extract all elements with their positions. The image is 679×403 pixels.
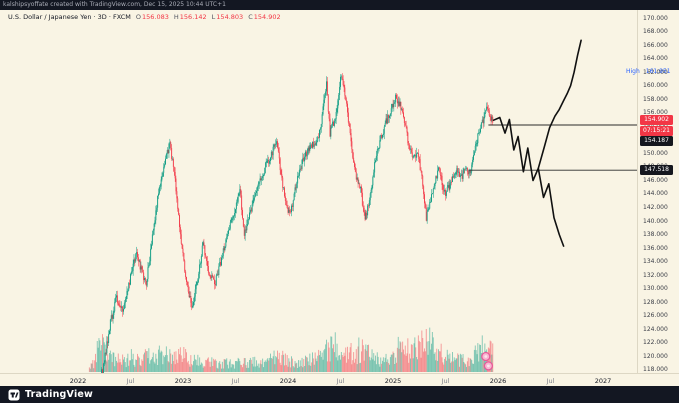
y-axis-label: 160.000 xyxy=(643,82,668,90)
y-axis-label: 158.000 xyxy=(643,95,668,103)
x-axis-label: 2022 xyxy=(69,377,87,385)
y-axis-label: 134.000 xyxy=(643,258,668,266)
tradingview-footer-bar: TradingView xyxy=(0,386,679,403)
time-axis[interactable]: 2022 Jul 2023 Jul 2024 Jul 2025 Jul 2026 Jul 2027 xyxy=(0,373,679,386)
symbol-legend[interactable]: U.S. Dollar / Japanese Yen · 3D · FXCM O… xyxy=(8,13,281,21)
y-axis-label: 150.000 xyxy=(643,149,668,157)
y-axis-label: 128.000 xyxy=(643,298,668,306)
sticker-icon[interactable] xyxy=(481,351,494,371)
x-axis-label: Jul xyxy=(231,377,240,385)
ohlc-high: H 156.142 xyxy=(173,13,207,21)
volume-bars xyxy=(88,327,494,372)
y-axis-label: 140.000 xyxy=(643,217,668,225)
price-level-lines[interactable] xyxy=(468,124,637,171)
y-axis-label: 124.000 xyxy=(643,325,668,333)
bar-countdown-badge: 07:15:21 xyxy=(640,125,673,136)
level-upper-badge: 154.187 xyxy=(640,136,673,147)
projection-drawing[interactable] xyxy=(492,39,582,247)
x-axis-label: Jul xyxy=(126,377,135,385)
y-axis-label: 118.000 xyxy=(643,366,668,374)
last-price-badge: 154.902 xyxy=(640,115,673,126)
ohlc-low: L 154.803 xyxy=(211,13,244,21)
tradingview-wordmark[interactable]: TradingView xyxy=(25,389,94,400)
x-axis-label: Jul xyxy=(441,377,450,385)
y-axis-label: 146.000 xyxy=(643,176,668,184)
high-label: High xyxy=(626,68,640,75)
high-value: 161.951 xyxy=(645,68,671,75)
attribution-text: kalshipsyoffate created with TradingView… xyxy=(3,1,226,8)
symbol-title: U.S. Dollar / Japanese Yen · 3D · FXCM xyxy=(8,13,131,21)
x-axis-label: 2024 xyxy=(279,377,297,385)
y-axis-label: 132.000 xyxy=(643,271,668,279)
level-lower-badge: 147.518 xyxy=(640,165,673,176)
x-axis-label: 2026 xyxy=(489,377,507,385)
y-axis-label: 164.000 xyxy=(643,55,668,63)
y-axis-label: 144.000 xyxy=(643,190,668,198)
ohlc-close: C 154.902 xyxy=(248,13,281,21)
x-axis-label: 2025 xyxy=(384,377,402,385)
price-axis-separator xyxy=(637,10,638,386)
y-axis-label: 162.000 xyxy=(643,68,668,76)
snapshot-attribution-bar: kalshipsyoffate created with TradingView… xyxy=(0,0,679,10)
y-axis-label: 142.000 xyxy=(643,204,668,212)
y-axis-label: 122.000 xyxy=(643,339,668,347)
y-axis-label: 126.000 xyxy=(643,312,668,320)
y-axis-label: 120.000 xyxy=(643,352,668,360)
y-axis-label: 156.000 xyxy=(643,109,668,117)
candlestick-chart[interactable] xyxy=(0,10,679,373)
y-axis-label: 130.000 xyxy=(643,285,668,293)
x-axis-label: 2027 xyxy=(594,377,612,385)
x-axis-label: Jul xyxy=(546,377,555,385)
y-axis-label: 136.000 xyxy=(643,244,668,252)
candles xyxy=(101,73,494,373)
high-price-marker: High 161.951 xyxy=(626,68,671,75)
y-axis-label: 166.000 xyxy=(643,41,668,49)
x-axis-label: 2023 xyxy=(174,377,192,385)
y-axis-label: 168.000 xyxy=(643,28,668,36)
x-axis-label: Jul xyxy=(336,377,345,385)
ohlc-open: O 156.083 xyxy=(135,13,169,21)
tradingview-logo-icon[interactable] xyxy=(8,389,20,401)
y-axis-label: 138.000 xyxy=(643,231,668,239)
y-axis-label: 170.000 xyxy=(643,14,668,22)
